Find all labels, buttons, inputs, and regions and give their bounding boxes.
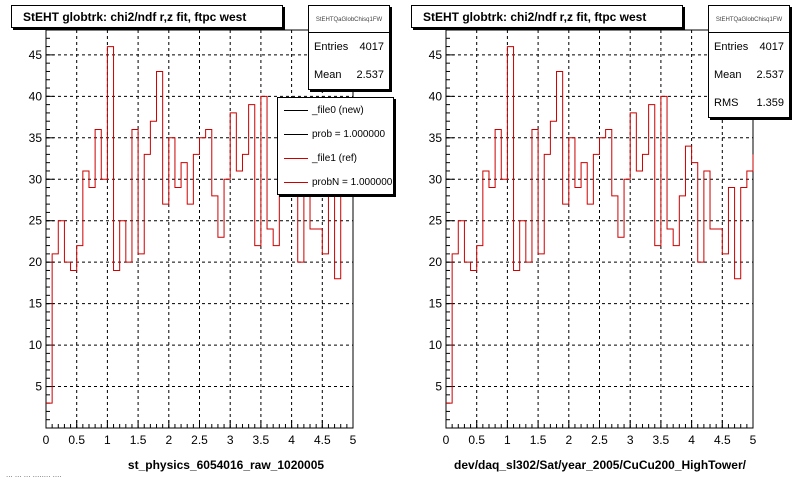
legend-item-probn: probN = 1.000000 <box>278 170 393 194</box>
left-y-tick-label: 45 <box>29 48 43 62</box>
legend-line-file1 <box>284 157 308 159</box>
left-x-tick-label: 3.5 <box>253 433 270 447</box>
right-stats-entries-row: Entries 4017 <box>709 33 789 61</box>
left-x-tick-label: 2.5 <box>191 433 208 447</box>
left-histogram-title: StEHT globtrk: chi2/ndf r,z fit, ftpc we… <box>11 5 283 28</box>
left-entries-value: 4017 <box>359 41 384 53</box>
right-x-tick-label: 2.5 <box>591 433 608 447</box>
right-y-tick-label: 35 <box>429 131 443 145</box>
right-y-tick-label: 5 <box>435 380 442 394</box>
right-y-tick-label: 15 <box>429 297 443 311</box>
left-x-tick-label: 1 <box>104 433 111 447</box>
left-y-tick-label: 10 <box>29 338 43 352</box>
left-histogram-pad: 0 0.5 1 1.5 2 2.5 3 3.5 4 4.5 5 5 10 15 20 25 30 35 40 45 S… <box>6 5 394 479</box>
left-y-tick-label: 30 <box>29 172 43 186</box>
right-y-tick-label: 30 <box>429 172 443 186</box>
right-y-tick-label: 10 <box>429 338 443 352</box>
left-histogram-line <box>46 46 353 404</box>
legend-line-probn <box>284 181 308 183</box>
left-x-caption: st_physics_6054016_raw_1020005 <box>127 458 325 472</box>
right-stats-rms-row: RMS 1.359 <box>709 89 789 117</box>
right-rms-value: 1.359 <box>756 97 784 109</box>
right-x-tick-label: 4.5 <box>714 433 731 447</box>
right-x-tick-label: 2 <box>565 433 572 447</box>
left-mean-value: 2.537 <box>356 69 384 81</box>
left-stats-entries-row: Entries 4017 <box>309 33 389 61</box>
left-x-tick-label: 4 <box>288 433 295 447</box>
right-mean-value: 2.537 <box>756 69 784 81</box>
legend-label-probn: probN = 1.000000 <box>312 176 393 188</box>
left-y-tick-label: 35 <box>29 131 43 145</box>
right-stats-name: StEHTQaGlobChisq1FW <box>709 6 789 33</box>
left-x-tick-label: 1.5 <box>130 433 147 447</box>
left-stats-name: StEHTQaGlobChisq1FW <box>309 6 389 33</box>
right-x-tick-label: 3 <box>627 433 634 447</box>
right-mean-label: Mean <box>714 69 742 81</box>
right-histogram-title: StEHT globtrk: chi2/ndf r,z fit, ftpc we… <box>411 5 683 28</box>
left-y-tick-label: 5 <box>35 380 42 394</box>
legend-item-prob: prob = 1.000000 <box>278 122 393 146</box>
right-y-tick-label: 25 <box>429 214 443 228</box>
left-x-tick-label: 0 <box>43 433 50 447</box>
right-x-tick-label: 1 <box>504 433 511 447</box>
left-y-tick-label: 20 <box>29 255 43 269</box>
right-histogram-pad: 0 0.5 1 1.5 2 2.5 3 3.5 4 4.5 5 5 10 15 20 25 30 35 40 45 S… <box>400 0 800 480</box>
right-x-tick-label: 1.5 <box>530 433 547 447</box>
left-x-tick-label: 5 <box>350 433 357 447</box>
right-y-tick-label: 40 <box>429 89 443 103</box>
left-histogram-chart: 0 0.5 1 1.5 2 2.5 3 3.5 4 4.5 5 5 10 15 20 25 30 35 40 45 <box>29 29 357 447</box>
right-entries-label: Entries <box>714 41 749 53</box>
left-stats-box: StEHTQaGlobChisq1FW Entries 4017 Mean 2.… <box>308 5 390 90</box>
legend-label-prob: prob = 1.000000 <box>312 128 386 140</box>
legend-label-file1: _file1 (ref) <box>312 152 358 164</box>
right-stats-box: StEHTQaGlobChisq1FW Entries 4017 Mean 2.… <box>708 5 790 118</box>
left-x-tick-label: 3 <box>227 433 234 447</box>
left-entries-label: Entries <box>314 41 349 53</box>
left-y-tick-label: 40 <box>29 89 43 103</box>
right-x-tick-label: 0 <box>443 433 450 447</box>
left-y-tick-label: 25 <box>29 214 43 228</box>
left-x-tick-label: 0.5 <box>68 433 85 447</box>
footer-note: ... ... ... ........ .... <box>6 470 62 479</box>
left-x-tick-label: 2 <box>165 433 172 447</box>
left-stats-mean-row: Mean 2.537 <box>309 61 389 89</box>
legend-line-file0 <box>284 109 308 111</box>
right-x-tick-label: 3.5 <box>653 433 670 447</box>
right-x-tick-label: 5 <box>750 433 757 447</box>
left-mean-label: Mean <box>314 69 342 81</box>
legend-item-file0: _file0 (new) <box>278 98 393 122</box>
right-stats-mean-row: Mean 2.537 <box>709 61 789 89</box>
left-x-tick-label: 4.5 <box>314 433 331 447</box>
legend-line-prob <box>284 133 308 135</box>
right-entries-value: 4017 <box>759 41 784 53</box>
right-y-tick-label: 45 <box>429 48 443 62</box>
left-legend: _file0 (new) prob = 1.000000 _file1 (ref… <box>277 97 394 195</box>
right-x-caption: dev/daq_sl302/Sat/year_2005/CuCu200_High… <box>454 458 746 472</box>
right-y-tick-label: 20 <box>429 255 443 269</box>
right-rms-label: RMS <box>714 97 739 109</box>
right-histogram-chart: 0 0.5 1 1.5 2 2.5 3 3.5 4 4.5 5 5 10 15 20 25 30 35 40 45 <box>429 29 757 447</box>
right-x-tick-label: 0.5 <box>468 433 485 447</box>
left-y-tick-label: 15 <box>29 297 43 311</box>
right-x-tick-label: 4 <box>688 433 695 447</box>
legend-label-file0: _file0 (new) <box>312 104 364 116</box>
right-histogram-line <box>446 46 754 404</box>
legend-item-file1: _file1 (ref) <box>278 146 393 170</box>
